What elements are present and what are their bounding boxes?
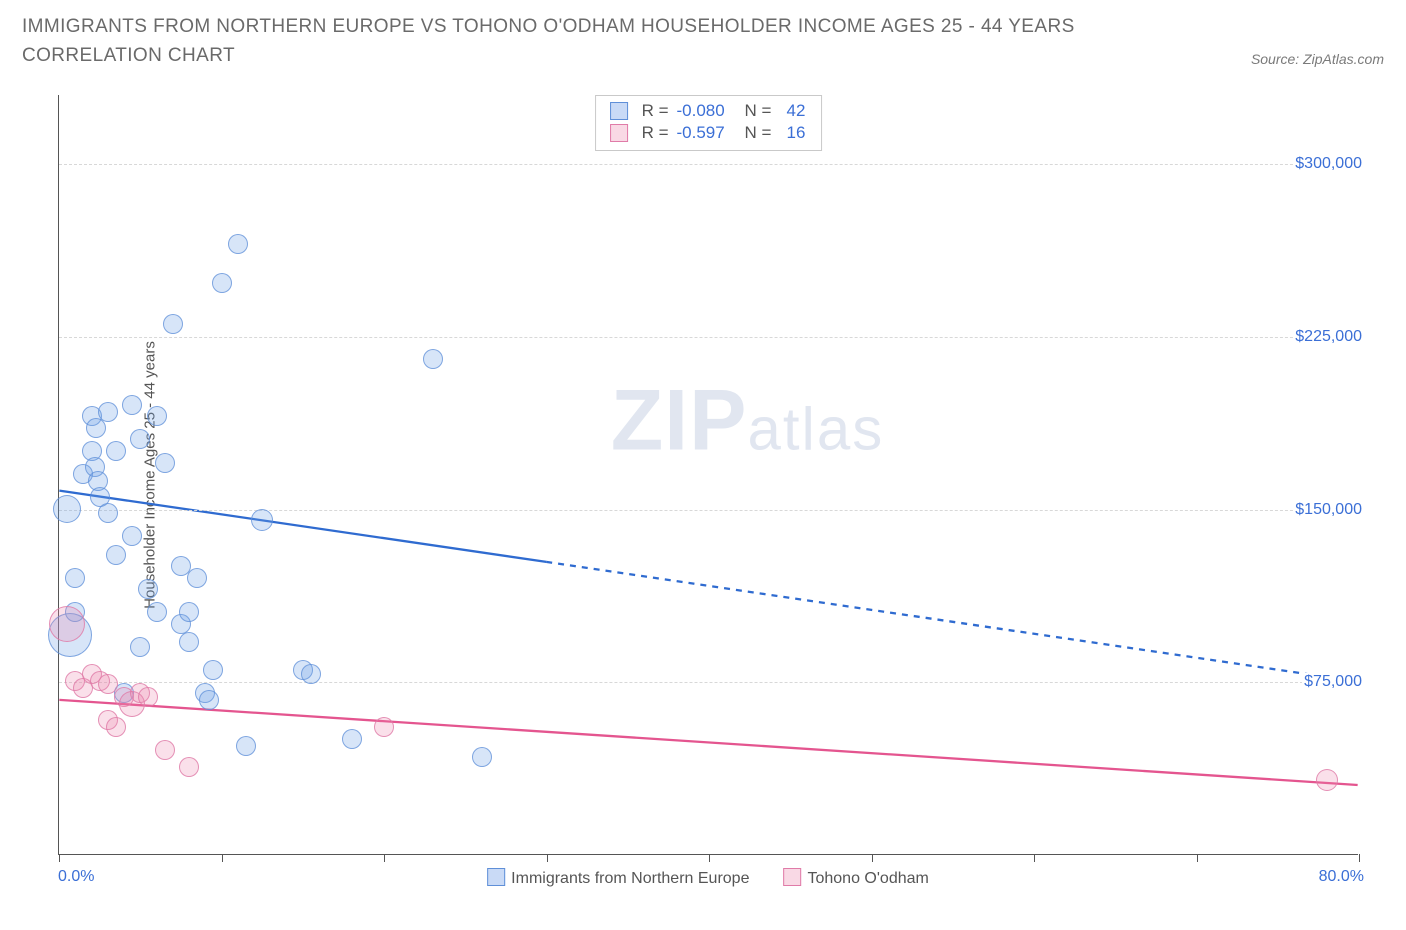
x-tick: [222, 854, 223, 862]
chart-title: IMMIGRANTS FROM NORTHERN EUROPE VS TOHON…: [22, 12, 1122, 71]
n-value-blue: 42: [779, 101, 805, 121]
stats-row-pink: R = -0.597 N = 16: [610, 122, 806, 144]
bottom-legend: Immigrants from Northern Europe Tohono O…: [487, 868, 929, 888]
x-axis-min-label: 0.0%: [58, 868, 94, 886]
stats-legend-box: R = -0.080 N = 42 R = -0.597 N = 16: [595, 95, 823, 151]
data-point: [374, 717, 394, 737]
source-label: Source: ZipAtlas.com: [1251, 51, 1384, 71]
x-tick: [1034, 854, 1035, 862]
grid-line: [59, 337, 1358, 338]
x-tick: [547, 854, 548, 862]
data-point: [179, 602, 199, 622]
y-tick-label: $300,000: [1293, 155, 1364, 173]
swatch-pink-icon: [783, 868, 801, 886]
data-point: [98, 503, 118, 523]
data-point: [301, 664, 321, 684]
swatch-pink-icon: [610, 124, 628, 142]
x-axis-row: 0.0% Immigrants from Northern Europe Toh…: [58, 868, 1358, 898]
n-value-pink: 16: [779, 123, 805, 143]
data-point: [155, 453, 175, 473]
r-label: R =: [642, 123, 669, 143]
data-point: [179, 632, 199, 652]
data-point: [228, 234, 248, 254]
y-tick-label: $75,000: [1302, 673, 1364, 691]
data-point: [179, 757, 199, 777]
data-point: [472, 747, 492, 767]
r-value-pink: -0.597: [677, 123, 737, 143]
data-point: [138, 687, 158, 707]
x-tick: [872, 854, 873, 862]
data-point: [251, 509, 273, 531]
swatch-blue-icon: [610, 102, 628, 120]
data-point: [49, 606, 85, 642]
r-label: R =: [642, 101, 669, 121]
data-point: [212, 273, 232, 293]
watermark: ZIPatlas: [611, 372, 885, 471]
data-point: [130, 637, 150, 657]
data-point: [147, 406, 167, 426]
data-point: [106, 717, 126, 737]
data-point: [98, 402, 118, 422]
x-tick: [59, 854, 60, 862]
y-tick-label: $225,000: [1293, 328, 1364, 346]
n-label: N =: [745, 101, 772, 121]
data-point: [203, 660, 223, 680]
x-tick: [1359, 854, 1360, 862]
x-tick: [1197, 854, 1198, 862]
data-point: [106, 441, 126, 461]
legend-label-blue: Immigrants from Northern Europe: [511, 870, 749, 887]
legend-item-pink: Tohono O'odham: [783, 868, 928, 888]
data-point: [163, 314, 183, 334]
data-point: [106, 545, 126, 565]
grid-line: [59, 164, 1358, 165]
data-point: [187, 568, 207, 588]
data-point: [65, 568, 85, 588]
stats-row-blue: R = -0.080 N = 42: [610, 100, 806, 122]
data-point: [130, 429, 150, 449]
grid-line: [59, 510, 1358, 511]
y-tick-label: $150,000: [1293, 501, 1364, 519]
data-point: [53, 495, 81, 523]
x-tick: [384, 854, 385, 862]
data-point: [199, 690, 219, 710]
data-point: [342, 729, 362, 749]
legend-item-blue: Immigrants from Northern Europe: [487, 868, 749, 888]
plot-region: ZIPatlas R = -0.080 N = 42 R = -0.597 N …: [58, 95, 1358, 855]
grid-line: [59, 682, 1358, 683]
r-value-blue: -0.080: [677, 101, 737, 121]
x-tick: [709, 854, 710, 862]
data-point: [98, 674, 118, 694]
swatch-blue-icon: [487, 868, 505, 886]
chart-area: Householder Income Ages 25 - 44 years ZI…: [48, 95, 1378, 855]
data-point: [1316, 769, 1338, 791]
data-point: [122, 526, 142, 546]
data-point: [155, 740, 175, 760]
legend-label-pink: Tohono O'odham: [807, 870, 928, 887]
n-label: N =: [745, 123, 772, 143]
data-point: [236, 736, 256, 756]
data-point: [147, 602, 167, 622]
data-point: [122, 395, 142, 415]
x-axis-max-label: 80.0%: [1319, 868, 1364, 886]
data-point: [423, 349, 443, 369]
data-point: [138, 579, 158, 599]
